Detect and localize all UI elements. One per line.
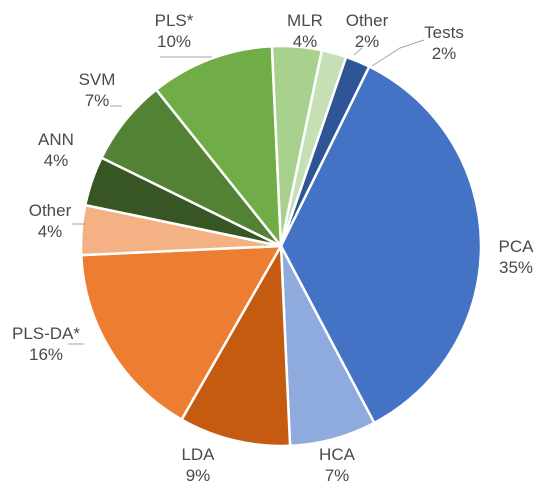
slice-label-name-lda-3: LDA — [181, 445, 215, 464]
slice-label-pct-tests-0: 2% — [432, 44, 457, 63]
leader-line-other-10 — [353, 47, 363, 56]
slice-label-name-other-5: Other — [29, 201, 72, 220]
slice-label-pct-other-5: 4% — [38, 222, 63, 241]
slice-label-pct-pls-da-4: 16% — [29, 345, 63, 364]
slice-label-name-tests-0: Tests — [424, 23, 464, 42]
slice-label-name-ann-6: ANN — [38, 130, 74, 149]
slice-label-pct-pca-1: 35% — [499, 258, 533, 277]
slice-label-pct-hca-2: 7% — [325, 466, 350, 485]
slice-label-name-pls-da-4: PLS-DA* — [12, 324, 80, 343]
pie-slice-pca-1 — [279, 64, 483, 425]
pie-slice-pls-da-4 — [79, 244, 284, 422]
slice-label-pct-mlr-9: 4% — [293, 32, 318, 51]
pie-slices — [79, 44, 483, 448]
slice-label-name-mlr-9: MLR — [287, 11, 323, 30]
slice-label-name-pca-1: PCA — [499, 237, 535, 256]
slice-labels: Tests 2% PCA 35% HCA 7% LDA 9% PLS-DA* 16% Other 4%… — [12, 11, 534, 485]
slice-label-pct-pls-8: 10% — [157, 32, 191, 51]
pie-slice-pls-8 — [154, 44, 283, 250]
leader-line-tests-0 — [371, 39, 425, 67]
slice-label-name-pls-8: PLS* — [155, 11, 194, 30]
slice-label-name-other-10: Other — [346, 11, 389, 30]
pie-slice-lda-3 — [179, 241, 292, 448]
pie-slice-other-10 — [279, 48, 348, 247]
slice-label-pct-ann-6: 4% — [44, 151, 69, 170]
slice-label-name-hca-2: HCA — [319, 445, 356, 464]
slice-label-name-svm-7: SVM — [79, 70, 116, 89]
slice-label-pct-svm-7: 7% — [85, 91, 110, 110]
slice-label-pct-other-10: 2% — [355, 32, 380, 51]
slice-label-pct-lda-3: 9% — [186, 466, 211, 485]
label-leader-lines — [68, 39, 425, 345]
